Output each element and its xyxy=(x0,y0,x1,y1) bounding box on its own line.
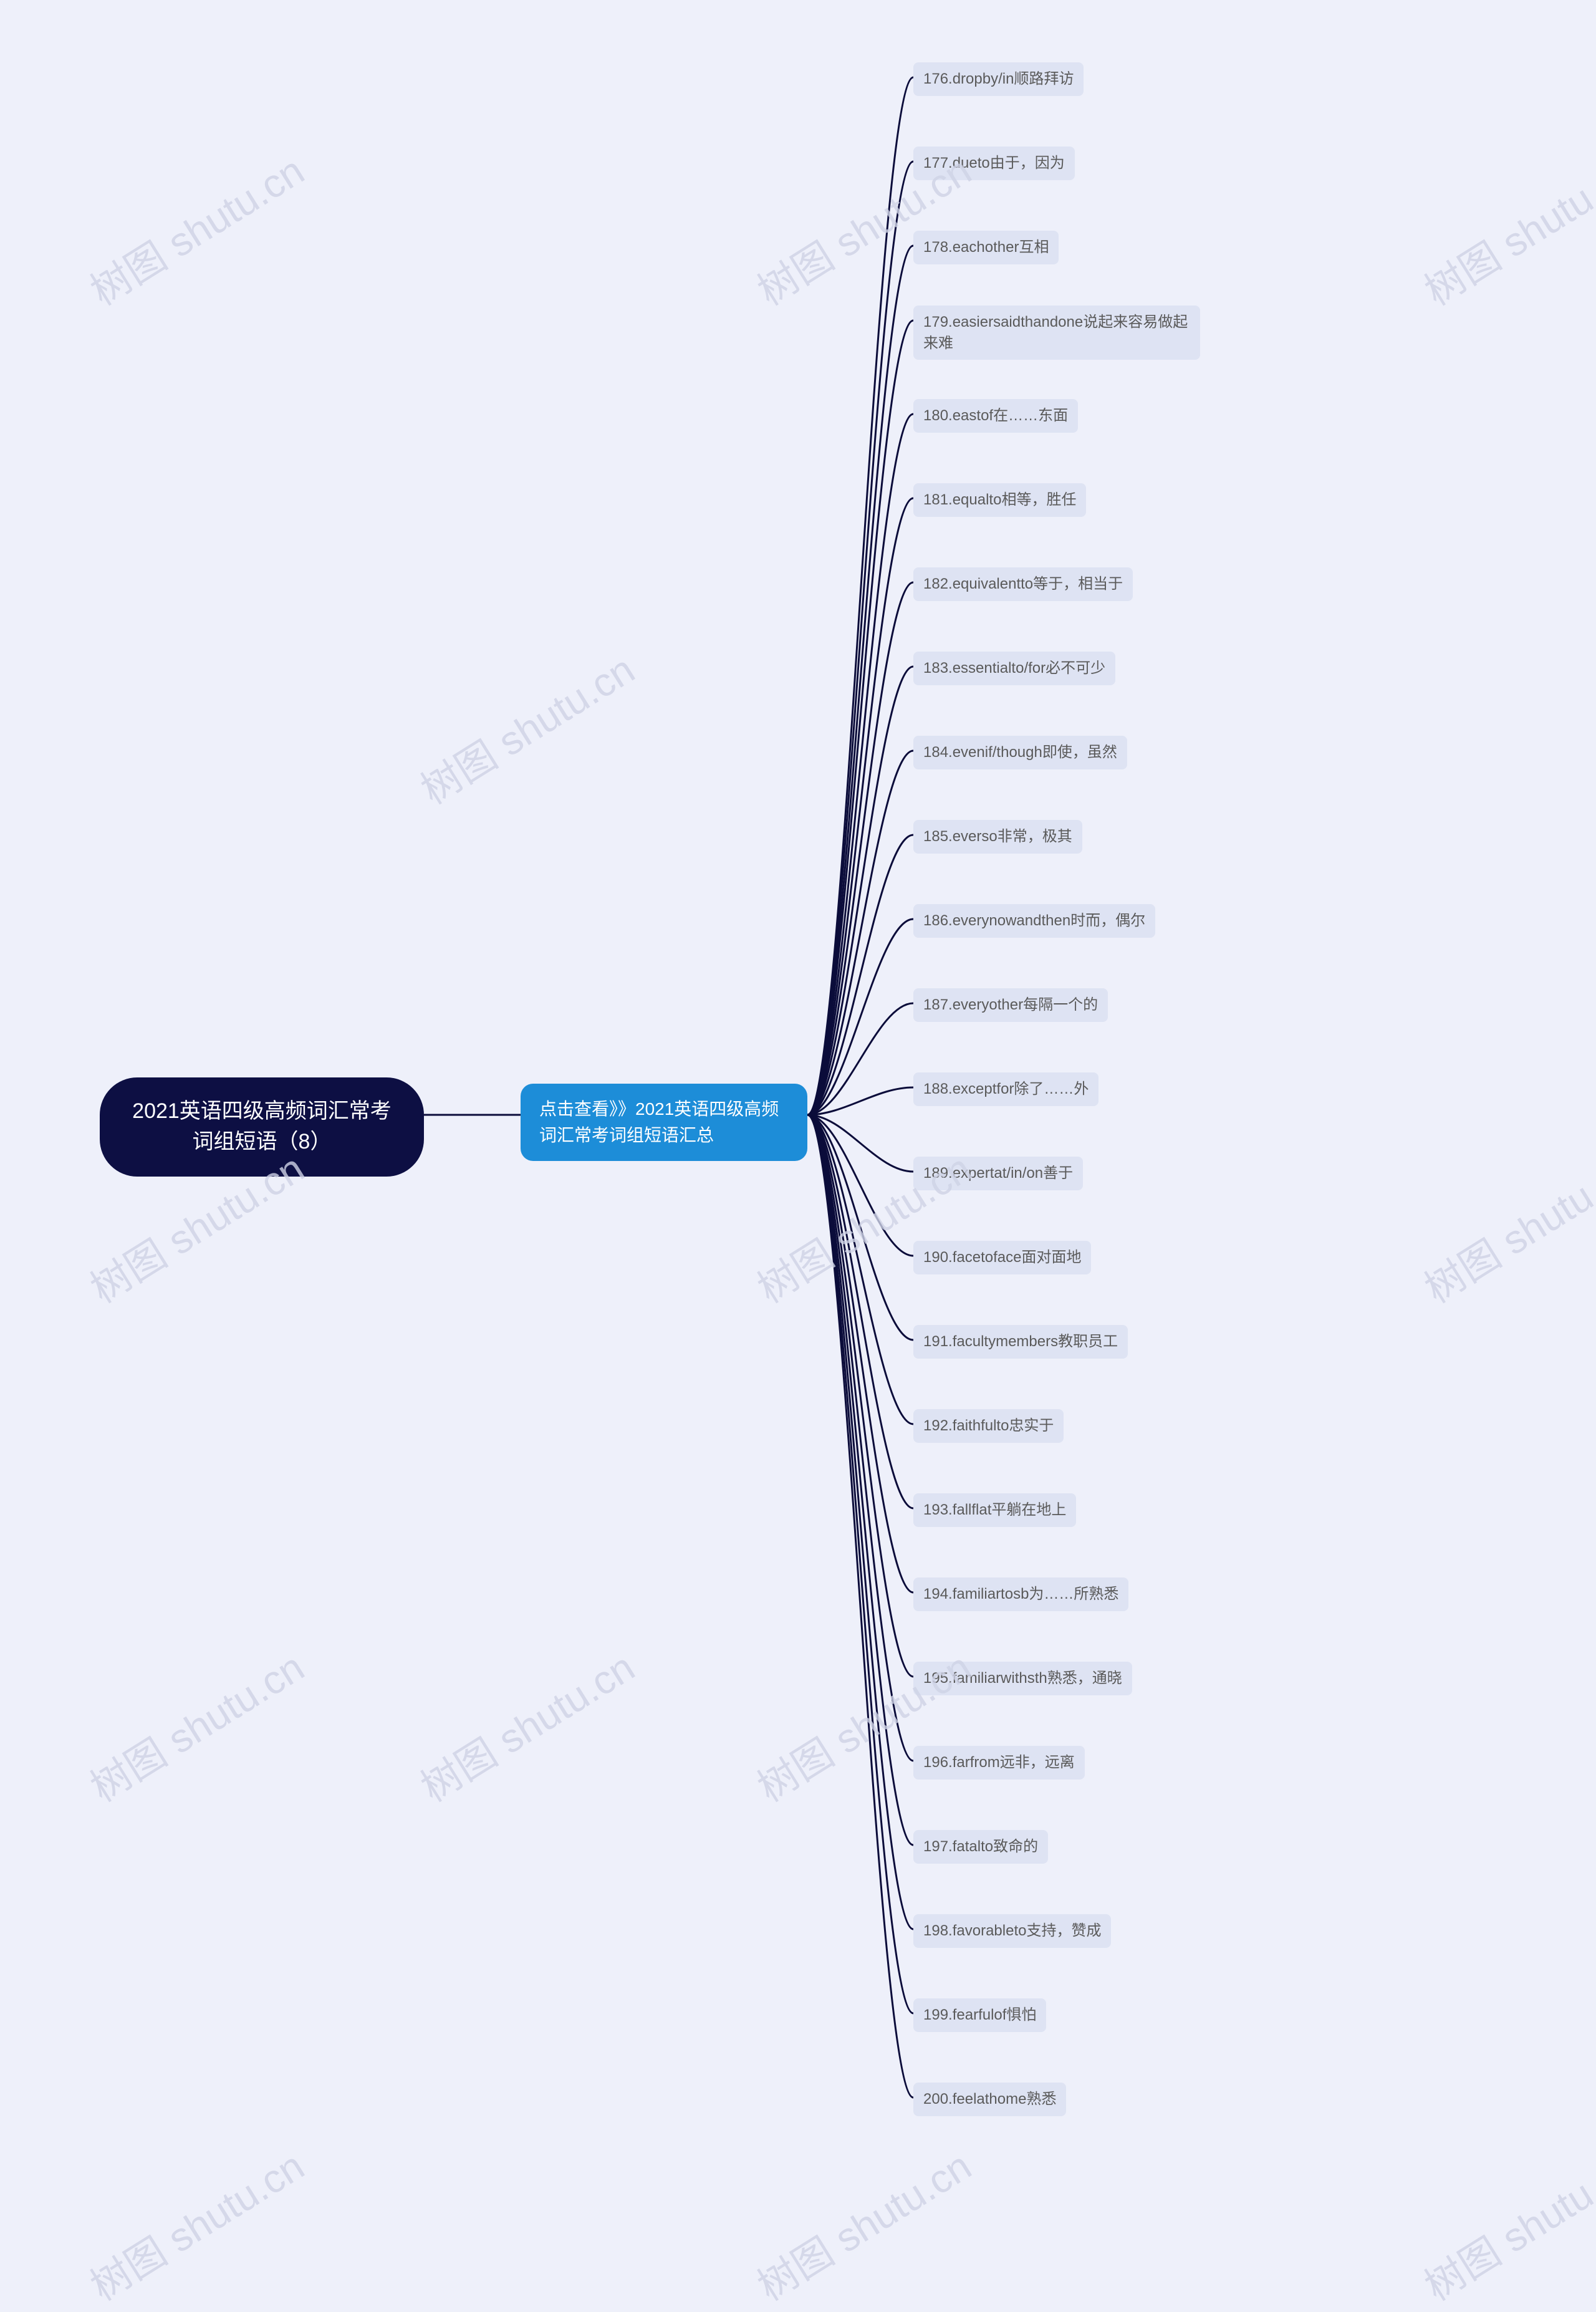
leaf-node[interactable]: 179.easiersaidthandone说起来容易做起来难 xyxy=(913,306,1200,360)
leaf-node-label: 190.facetoface面对面地 xyxy=(923,1249,1081,1266)
leaf-node-label: 192.faithfulto忠实于 xyxy=(923,1417,1054,1434)
middle-node[interactable]: 点击查看》》2021英语四级高频词汇常考词组短语汇总 xyxy=(521,1084,807,1161)
leaf-node[interactable]: 193.fallflat平躺在地上 xyxy=(913,1493,1076,1527)
leaf-node[interactable]: 196.farfrom远非，远离 xyxy=(913,1746,1085,1780)
leaf-node[interactable]: 180.eastof在……东面 xyxy=(913,399,1078,433)
leaf-node[interactable]: 182.equivalentto等于，相当于 xyxy=(913,567,1133,601)
watermark: 树图 shutu.cn xyxy=(78,2135,314,2311)
leaf-node-label: 188.exceptfor除了……外 xyxy=(923,1081,1089,1097)
leaf-node-label: 200.feelathome熟悉 xyxy=(923,2091,1056,2107)
leaf-node-label: 182.equivalentto等于，相当于 xyxy=(923,576,1123,592)
watermark: 树图 shutu.cn xyxy=(1412,1137,1596,1314)
leaf-node-label: 181.equalto相等，胜任 xyxy=(923,491,1076,508)
leaf-node[interactable]: 184.evenif/though即使，虽然 xyxy=(913,736,1127,769)
watermark: 树图 shutu.cn xyxy=(78,1636,314,1813)
leaf-node-label: 196.farfrom远非，远离 xyxy=(923,1754,1075,1771)
watermark: 树图 shutu.cn xyxy=(745,2135,981,2311)
leaf-node-label: 187.everyother每隔一个的 xyxy=(923,996,1098,1013)
leaf-node-label: 197.fatalto致命的 xyxy=(923,1838,1038,1855)
watermark: 树图 shutu.cn xyxy=(408,1636,644,1813)
leaf-node[interactable]: 199.fearfulof惧怕 xyxy=(913,1998,1046,2032)
watermark: 树图 shutu.cn xyxy=(78,140,314,316)
leaf-node-label: 195.familiarwithsth熟悉，通晓 xyxy=(923,1670,1122,1687)
leaf-node[interactable]: 200.feelathome熟悉 xyxy=(913,2083,1066,2116)
leaf-node-label: 183.essentialto/for必不可少 xyxy=(923,660,1105,677)
mindmap-container: 2021英语四级高频词汇常考词组短语（8） 点击查看》》2021英语四级高频词汇… xyxy=(0,0,1596,2243)
leaf-node-label: 178.eachother互相 xyxy=(923,239,1049,256)
watermark: 树图 shutu.cn xyxy=(408,638,644,815)
root-node-label: 2021英语四级高频词汇常考词组短语（8） xyxy=(132,1099,392,1154)
leaf-node-label: 191.facultymembers教职员工 xyxy=(923,1333,1118,1350)
leaf-node[interactable]: 188.exceptfor除了……外 xyxy=(913,1072,1098,1106)
leaf-node[interactable]: 187.everyother每隔一个的 xyxy=(913,988,1108,1022)
leaf-node-label: 179.easiersaidthandone说起来容易做起来难 xyxy=(923,314,1188,352)
leaf-node[interactable]: 181.equalto相等，胜任 xyxy=(913,483,1086,517)
leaf-node-label: 177.dueto由于，因为 xyxy=(923,155,1065,171)
leaf-node[interactable]: 197.fatalto致命的 xyxy=(913,1830,1048,1864)
leaf-node[interactable]: 177.dueto由于，因为 xyxy=(913,147,1075,180)
leaf-node-label: 194.familiartosb为……所熟悉 xyxy=(923,1586,1118,1602)
leaf-node[interactable]: 198.favorableto支持，赞成 xyxy=(913,1914,1111,1948)
leaf-node-label: 186.everynowandthen时而，偶尔 xyxy=(923,912,1145,929)
leaf-node-label: 184.evenif/though即使，虽然 xyxy=(923,744,1117,761)
leaf-node-label: 180.eastof在……东面 xyxy=(923,407,1068,424)
watermark: 树图 shutu.cn xyxy=(1412,140,1596,316)
leaf-node-label: 176.dropby/in顺路拜访 xyxy=(923,70,1074,87)
leaf-node[interactable]: 186.everynowandthen时而，偶尔 xyxy=(913,904,1155,938)
leaf-node[interactable]: 185.everso非常，极其 xyxy=(913,820,1082,854)
leaf-node[interactable]: 190.facetoface面对面地 xyxy=(913,1241,1091,1274)
leaf-node-label: 189.expertat/in/on善于 xyxy=(923,1165,1073,1182)
leaf-node[interactable]: 191.facultymembers教职员工 xyxy=(913,1325,1128,1359)
leaf-node-label: 198.favorableto支持，赞成 xyxy=(923,1922,1101,1939)
leaf-node[interactable]: 178.eachother互相 xyxy=(913,231,1059,264)
leaf-node-label: 193.fallflat平躺在地上 xyxy=(923,1501,1066,1518)
watermark: 树图 shutu.cn xyxy=(1412,2135,1596,2311)
leaf-node[interactable]: 176.dropby/in顺路拜访 xyxy=(913,62,1084,96)
root-node[interactable]: 2021英语四级高频词汇常考词组短语（8） xyxy=(100,1077,424,1177)
middle-node-label: 点击查看》》2021英语四级高频词汇常考词组短语汇总 xyxy=(539,1099,779,1145)
leaf-node[interactable]: 183.essentialto/for必不可少 xyxy=(913,652,1115,685)
leaf-node-label: 185.everso非常，极其 xyxy=(923,828,1072,845)
leaf-node[interactable]: 192.faithfulto忠实于 xyxy=(913,1409,1064,1443)
leaf-node[interactable]: 195.familiarwithsth熟悉，通晓 xyxy=(913,1662,1132,1695)
leaf-node-label: 199.fearfulof惧怕 xyxy=(923,2006,1036,2023)
leaf-node[interactable]: 194.familiartosb为……所熟悉 xyxy=(913,1577,1128,1611)
leaf-node[interactable]: 189.expertat/in/on善于 xyxy=(913,1157,1083,1190)
